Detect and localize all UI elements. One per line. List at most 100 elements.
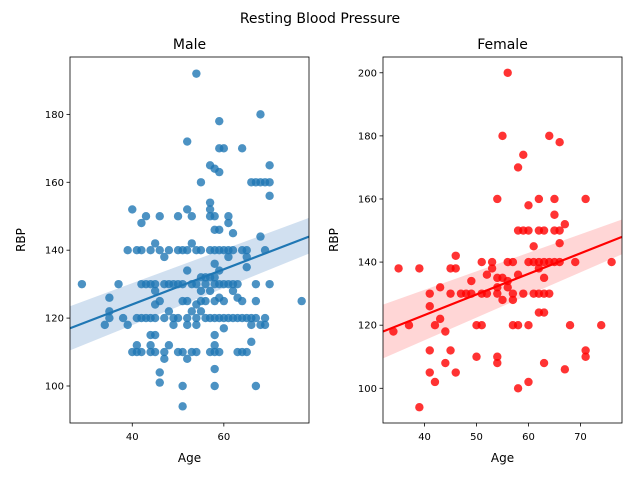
male-data-point <box>224 252 233 262</box>
male-data-point <box>265 191 274 201</box>
male-data-point <box>260 313 270 323</box>
female-data-point <box>524 377 533 387</box>
female-data-point <box>571 257 580 267</box>
female-y-tick-label: 120 <box>358 321 377 332</box>
male-data-point <box>183 266 192 275</box>
female-data-point <box>581 352 590 361</box>
male-data-point <box>237 144 247 153</box>
male-data-point <box>173 313 183 323</box>
male-data-point <box>183 137 192 146</box>
male-data-point <box>192 320 201 330</box>
female-regression-line <box>383 235 622 333</box>
female-data-point <box>555 137 564 147</box>
male-data-point <box>219 144 229 153</box>
male-data-point <box>146 245 155 255</box>
female-data-point <box>430 377 440 387</box>
female-data-point <box>524 201 533 210</box>
male-data-point <box>251 279 261 289</box>
female-data-point <box>477 257 486 267</box>
female-data-point <box>493 358 502 368</box>
male-data-point <box>150 239 160 248</box>
male-data-point <box>242 262 251 272</box>
male-data-point <box>150 313 160 323</box>
male-data-point <box>164 245 174 255</box>
female-data-point <box>581 194 590 204</box>
male-data-point <box>155 368 164 377</box>
male-x-tick-label: 40 <box>126 432 139 443</box>
female-data-point <box>555 238 564 248</box>
male-data-point <box>196 178 206 187</box>
male-data-point <box>105 313 114 323</box>
male-x-tick-label: 60 <box>217 432 230 443</box>
male-data-point <box>210 259 219 268</box>
female-data-point <box>539 358 549 368</box>
female-data-point <box>519 150 528 160</box>
male-data-point <box>215 167 224 177</box>
female-data-point <box>451 368 460 377</box>
female-data-point <box>524 226 533 235</box>
male-data-point <box>183 354 192 364</box>
male-data-point <box>224 212 233 221</box>
male-data-point <box>242 245 251 255</box>
male-data-point <box>77 279 87 289</box>
male-data-point <box>210 273 219 282</box>
male-data-point <box>160 313 169 323</box>
male-data-point <box>164 307 174 316</box>
male-data-point <box>123 245 132 255</box>
female-data-point <box>493 352 502 361</box>
female-data-point <box>513 320 523 330</box>
male-regression-line <box>70 235 309 330</box>
male-data-point <box>155 245 164 255</box>
male-data-point <box>260 320 270 330</box>
male-data-point <box>205 205 215 214</box>
female-data-point <box>451 264 460 273</box>
female-data-point <box>529 242 538 251</box>
female-data-point <box>565 320 575 330</box>
figure-suptitle: Resting Blood Pressure <box>240 11 400 27</box>
male-data-point <box>297 296 306 306</box>
male-data-point <box>247 337 256 347</box>
female-data-point <box>435 314 445 324</box>
female-data-point <box>482 270 492 279</box>
female-data-point <box>441 327 450 336</box>
female-data-point <box>498 295 507 305</box>
female-data-point <box>555 226 564 235</box>
male-data-point <box>160 354 169 364</box>
female-data-point <box>389 327 398 336</box>
male-data-point <box>205 286 215 296</box>
female-data-point <box>425 302 434 311</box>
female-data-point <box>425 289 434 298</box>
male-data-point <box>196 245 206 255</box>
male-data-point <box>118 313 128 323</box>
female-y-tick-label: 140 <box>358 258 377 269</box>
male-data-point <box>183 205 192 214</box>
female-data-point <box>498 131 507 141</box>
male-data-point <box>265 161 274 170</box>
female-data-point <box>607 257 616 267</box>
female-y-axis-label: RBP <box>327 228 341 252</box>
female-data-point <box>560 220 570 229</box>
female-data-point <box>446 346 455 355</box>
male-data-point <box>256 232 265 241</box>
male-data-point <box>210 212 219 221</box>
male-x-ticks: 40 60 <box>126 423 230 443</box>
female-data-point <box>508 295 518 305</box>
male-y-ticks: 100 120 140 160 180 <box>45 110 70 392</box>
female-data-point <box>425 368 434 377</box>
male-data-point <box>265 279 274 289</box>
female-x-ticks: 40 50 60 70 <box>418 423 587 443</box>
female-data-point <box>487 264 497 273</box>
female-data-point <box>451 251 460 260</box>
female-plot-content <box>383 68 622 412</box>
male-data-point <box>155 296 164 306</box>
male-data-point <box>155 378 164 387</box>
male-data-point <box>173 212 183 221</box>
male-data-point <box>141 212 151 221</box>
male-data-point <box>105 293 114 302</box>
male-data-point <box>137 347 146 357</box>
female-data-point <box>477 320 486 330</box>
male-data-point <box>128 205 137 214</box>
female-data-point <box>467 276 476 286</box>
male-data-point <box>164 341 174 350</box>
